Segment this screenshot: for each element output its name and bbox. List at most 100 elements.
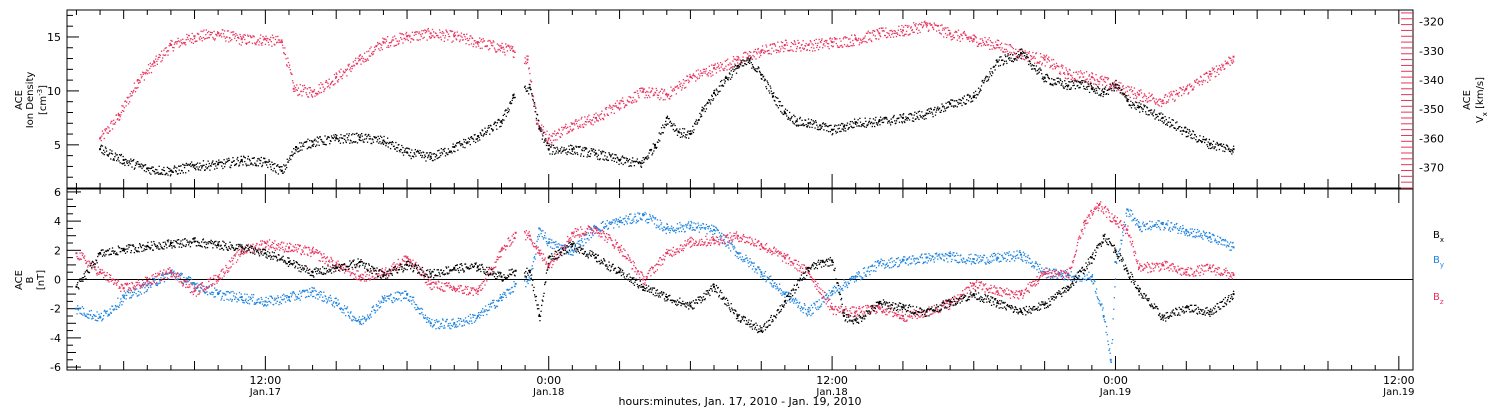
top-vx-sample bbox=[450, 30, 453, 33]
bottom-by-sample bbox=[114, 308, 116, 310]
top-vx-sample bbox=[1127, 94, 1130, 97]
bottom-by-sample bbox=[286, 295, 288, 297]
top-vx-sample bbox=[577, 127, 579, 129]
top-vx-sample bbox=[460, 35, 462, 37]
top-vx-sample bbox=[143, 72, 145, 74]
top-density-sample bbox=[615, 154, 617, 156]
bottom-by-sample bbox=[342, 309, 344, 311]
top-density-sample bbox=[588, 150, 591, 152]
top-vx-sample bbox=[921, 21, 923, 24]
top-density-sample bbox=[1004, 54, 1006, 56]
top-density-sample bbox=[444, 147, 446, 150]
top-vx-sample bbox=[525, 61, 527, 63]
top-vx-sample bbox=[235, 32, 237, 35]
top-density-sample bbox=[621, 155, 624, 157]
top-vx-sample bbox=[527, 55, 529, 57]
top-vx-sample bbox=[902, 26, 905, 28]
top-density-sample bbox=[923, 115, 925, 118]
top-density-sample bbox=[136, 163, 138, 165]
top-vx-sample bbox=[1232, 59, 1234, 61]
top-vx-sample bbox=[836, 38, 838, 40]
top-density-sample bbox=[1216, 141, 1218, 144]
top-vx-sample bbox=[742, 52, 745, 54]
top-density-sample bbox=[110, 158, 112, 160]
bottom-by-sample bbox=[441, 318, 444, 320]
top-vx-sample bbox=[493, 47, 496, 49]
bottom-by-sample bbox=[385, 300, 388, 302]
top-density-sample bbox=[751, 67, 753, 69]
bottom-by-sample bbox=[286, 297, 288, 299]
top-density-sample bbox=[1223, 146, 1225, 148]
top-vx-sample bbox=[636, 90, 638, 92]
top-density-sample bbox=[297, 147, 300, 149]
bottom-by-sample bbox=[411, 296, 414, 299]
bottom-by-sample bbox=[323, 300, 326, 302]
bottom-by-sample bbox=[146, 289, 148, 291]
top-vx-sample bbox=[997, 46, 999, 49]
top-density-sample bbox=[816, 128, 819, 131]
bottom-by-sample bbox=[248, 296, 250, 298]
top-vx-sample bbox=[512, 45, 514, 48]
top-density-sample bbox=[795, 124, 797, 126]
top-density-sample bbox=[239, 162, 241, 164]
top-vx-sample bbox=[109, 130, 111, 132]
bottom-by-sample bbox=[332, 305, 334, 307]
top-density-sample bbox=[553, 147, 555, 149]
top-vx-sample bbox=[259, 37, 261, 40]
top-density-sample bbox=[300, 146, 302, 148]
top-density-sample bbox=[718, 85, 721, 87]
top-density-sample bbox=[333, 136, 336, 138]
top-vx-sample bbox=[801, 43, 803, 46]
top-density-sample bbox=[1082, 85, 1085, 88]
top-density-sample bbox=[417, 150, 419, 153]
top-density-sample bbox=[1222, 143, 1225, 146]
bottom-by-sample bbox=[285, 295, 287, 297]
top-vx-sample bbox=[932, 27, 934, 29]
top-vx-sample bbox=[987, 39, 989, 41]
top-density-sample bbox=[291, 155, 294, 157]
top-vx-sample bbox=[691, 77, 693, 80]
top-vx-sample bbox=[112, 123, 114, 125]
bottom-by-sample bbox=[126, 294, 128, 297]
top-vx-sample bbox=[1028, 51, 1030, 53]
top-vx-sample bbox=[494, 49, 496, 51]
top-vx-sample bbox=[1224, 68, 1226, 70]
top-vx-sample bbox=[226, 36, 228, 38]
top-density-sample bbox=[360, 139, 362, 142]
top-density-sample bbox=[952, 105, 954, 107]
bottom-by-point bbox=[807, 310, 810, 313]
top-density-sample bbox=[653, 147, 656, 149]
top-density-sample bbox=[821, 125, 823, 128]
bottom-by-sample bbox=[137, 290, 140, 293]
bottom-by-sample bbox=[351, 320, 353, 322]
top-density-sample bbox=[435, 155, 438, 157]
top-density-sample bbox=[1042, 76, 1044, 78]
top-vx-sample bbox=[355, 62, 357, 65]
top-density-sample bbox=[1088, 85, 1090, 87]
top-vx-sample bbox=[433, 31, 435, 33]
top-density-sample bbox=[1231, 150, 1234, 152]
top-vx-sample bbox=[276, 41, 278, 43]
top-vx-sample bbox=[1016, 55, 1019, 57]
bottom-by-sample bbox=[265, 296, 267, 299]
top-vx-sample bbox=[995, 47, 997, 49]
top-vx-sample bbox=[820, 41, 822, 44]
top-vx-sample bbox=[467, 39, 470, 41]
top-vx-sample bbox=[822, 47, 824, 49]
top-vx-sample bbox=[1031, 55, 1033, 57]
top-vx-sample bbox=[1110, 85, 1113, 87]
top-density-sample bbox=[478, 136, 480, 139]
top-density-sample bbox=[411, 149, 413, 151]
top-density-sample bbox=[1011, 60, 1013, 62]
top-density-sample bbox=[1090, 82, 1092, 85]
top-vx-sample bbox=[1122, 85, 1124, 87]
top-vx-sample bbox=[337, 79, 340, 81]
bottom-by-sample bbox=[225, 294, 227, 296]
top-vx-sample bbox=[459, 39, 461, 41]
top-vx-sample bbox=[1160, 100, 1162, 103]
bottom-by-sample bbox=[424, 314, 427, 316]
top-vx-sample bbox=[727, 58, 729, 60]
top-density-sample bbox=[173, 165, 176, 167]
bottom-by-sample bbox=[412, 299, 414, 301]
bottom-by-sample bbox=[363, 317, 365, 320]
